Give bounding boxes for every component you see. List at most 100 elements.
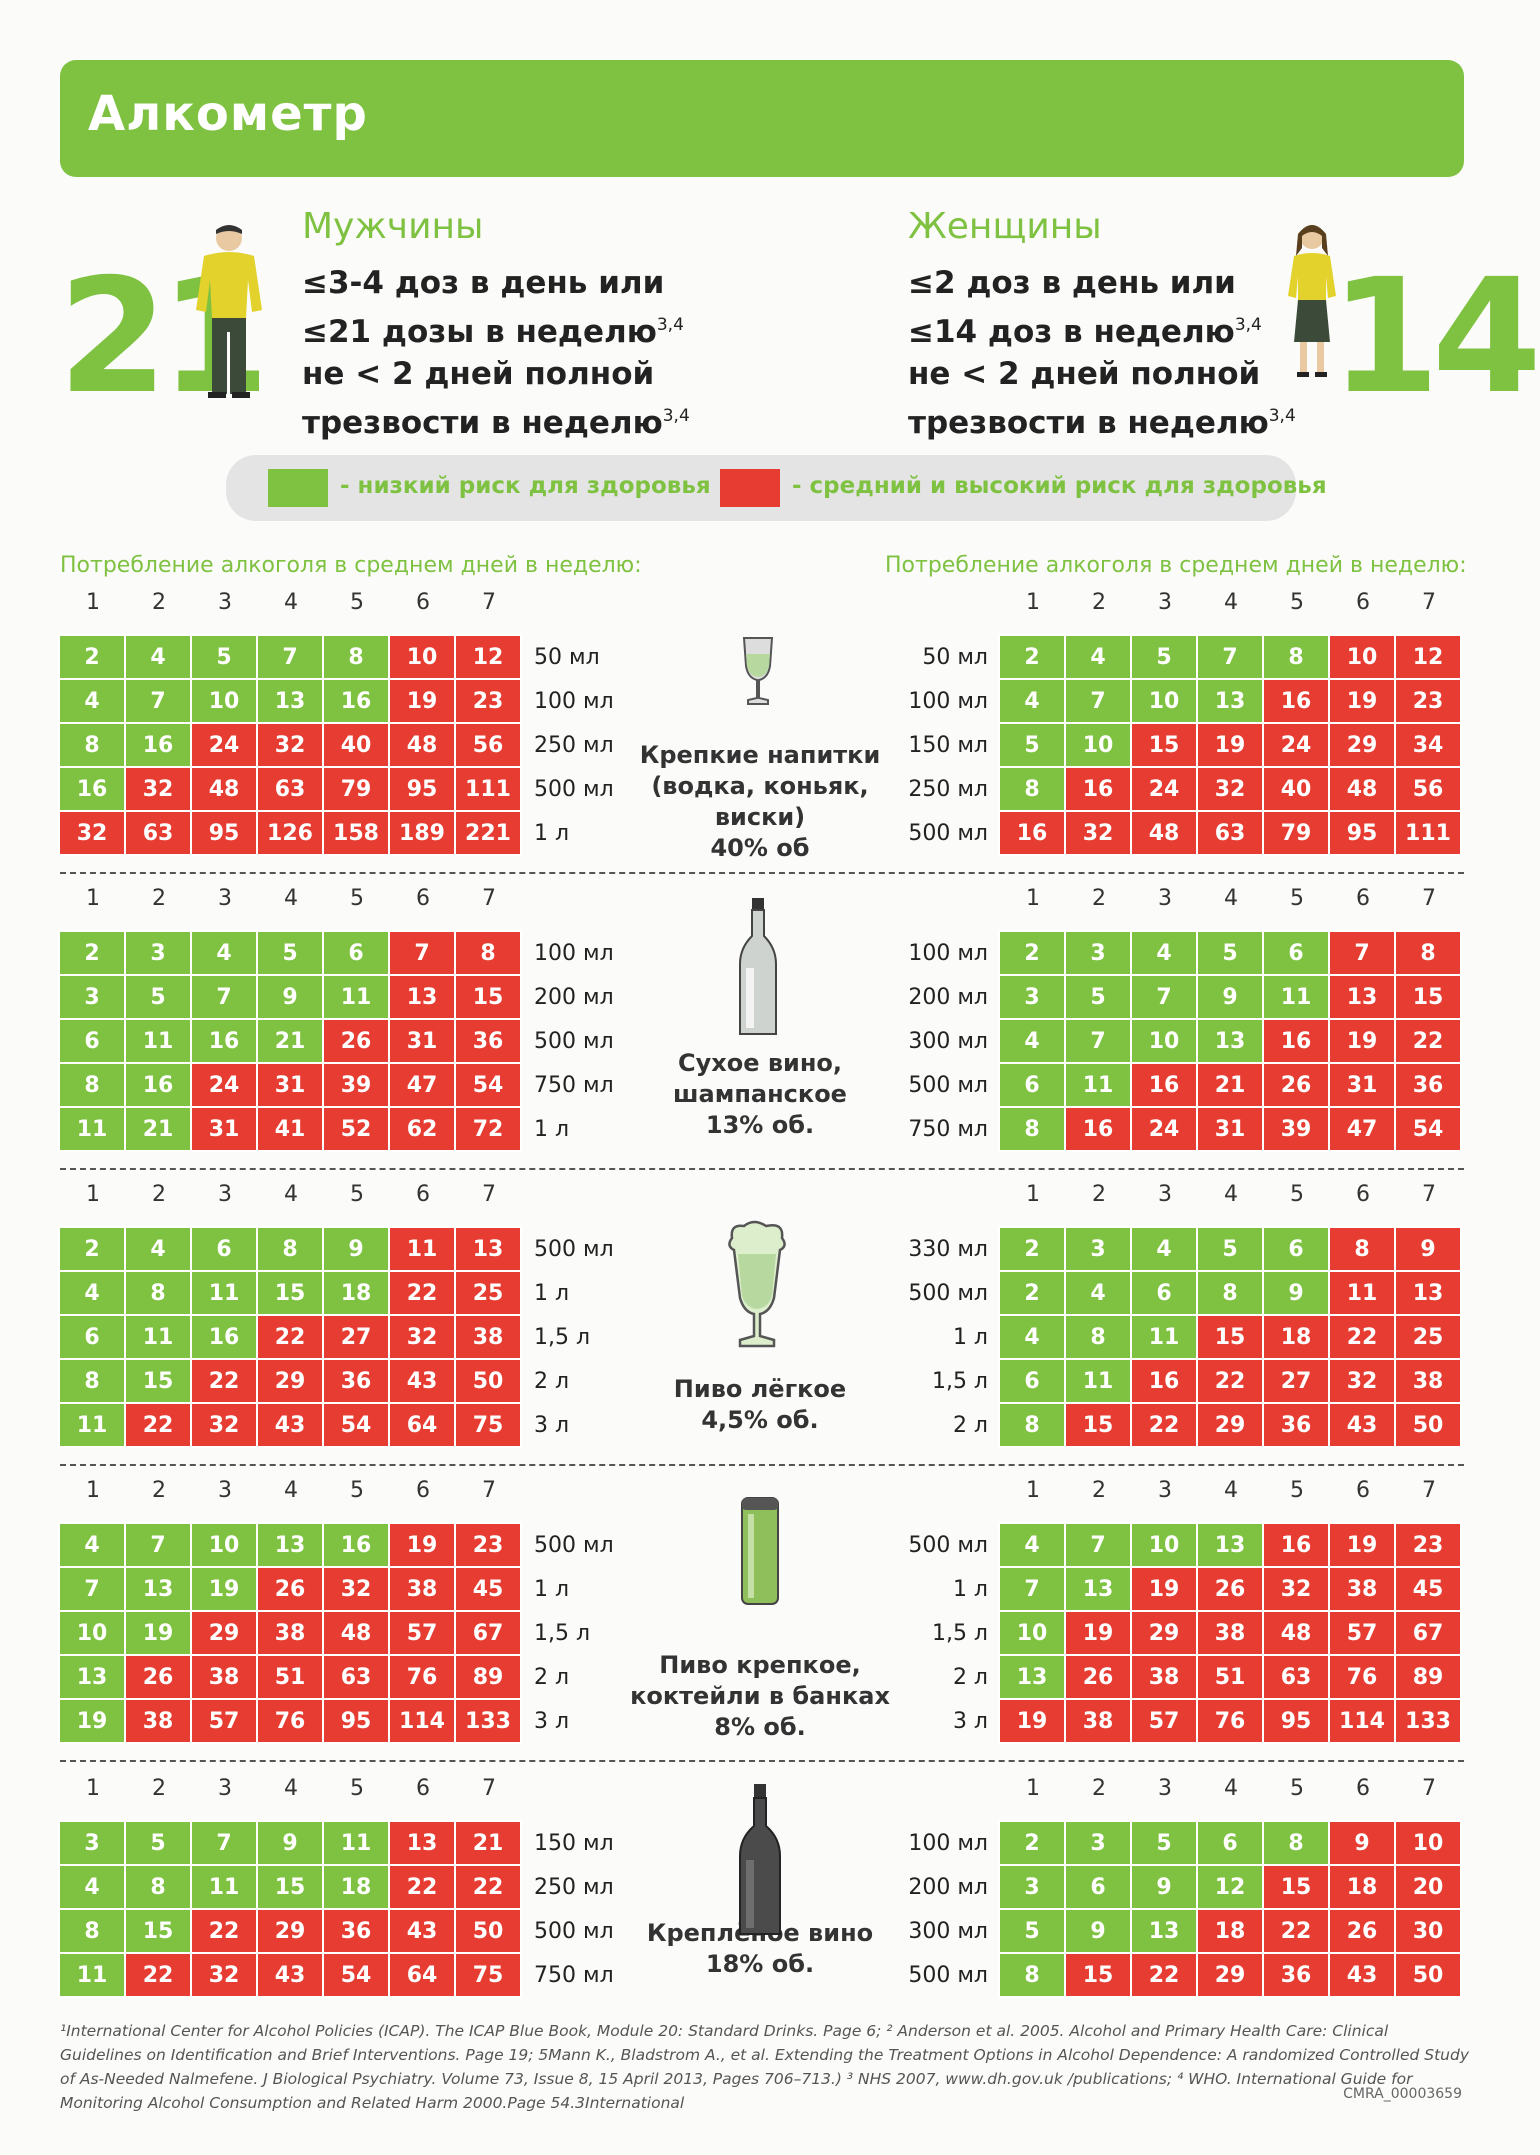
dose-cell: 4	[126, 1228, 190, 1270]
dose-cell: 10	[192, 680, 256, 722]
dose-cell: 22	[1198, 1360, 1262, 1402]
dose-cell: 4	[1000, 1316, 1064, 1358]
dose-cell: 64	[390, 1954, 454, 1996]
dose-cell: 6	[1000, 1064, 1064, 1106]
dose-cell: 18	[324, 1866, 388, 1908]
dose-cell: 29	[1132, 1612, 1196, 1654]
dose-cell: 6	[1066, 1866, 1130, 1908]
women-day-header: 4	[1224, 1776, 1238, 1801]
dose-cell: 6	[60, 1020, 124, 1062]
dose-cell: 15	[1132, 724, 1196, 766]
dose-cell: 51	[258, 1656, 322, 1698]
dose-cell: 22	[1330, 1316, 1394, 1358]
dose-cell: 4	[60, 1524, 124, 1566]
dose-cell: 16	[192, 1020, 256, 1062]
women-day-header: 1	[1026, 590, 1040, 615]
dose-cell: 2	[1000, 932, 1064, 974]
women-volume-label: 2 л	[952, 1665, 988, 1690]
dose-cell: 38	[258, 1612, 322, 1654]
dose-cell: 75	[456, 1404, 520, 1446]
dose-cell: 12	[1396, 636, 1460, 678]
dose-cell: 38	[1198, 1612, 1262, 1654]
dose-cell: 13	[456, 1228, 520, 1270]
dose-cell: 38	[1132, 1656, 1196, 1698]
dose-cell: 8	[1000, 1108, 1064, 1150]
women-grid-beer-can: 4 7 10 13 16 19 23 7 13 19 26 32 38 45 10 19 29 38 48 57 67 1…	[998, 1522, 1462, 1744]
women-volume-label: 750 мл	[908, 1117, 988, 1142]
men-line-1: ≤3-4 доз в день или	[302, 265, 665, 301]
dose-cell: 16	[126, 724, 190, 766]
women-volume-label: 1 л	[952, 1577, 988, 1602]
dose-cell: 8	[456, 932, 520, 974]
dose-cell: 3	[126, 932, 190, 974]
women-line-4: трезвости в неделю3,4	[908, 405, 1296, 441]
dose-cell: 95	[192, 812, 256, 854]
dose-cell: 57	[192, 1700, 256, 1742]
dose-cell: 10	[390, 636, 454, 678]
man-icon	[196, 225, 262, 398]
dose-cell: 11	[324, 1822, 388, 1864]
women-title: Женщины	[908, 206, 1102, 247]
men-grid-wine-bottle: 2 3 4 5 6 7 8 3 5 7 9 11 13 15 6 11 16 21 26 31 36 8 16 24 31 39 4…	[58, 930, 522, 1152]
men-day-header: 3	[218, 590, 232, 615]
men-recommendations: ≤3-4 доз в день или ≤21 дозы в неделю3,4…	[302, 262, 690, 444]
dose-cell: 57	[1330, 1612, 1394, 1654]
dose-cell: 5	[1132, 1822, 1196, 1864]
dose-cell: 39	[324, 1064, 388, 1106]
dose-cell: 8	[60, 724, 124, 766]
dose-cell: 56	[456, 724, 520, 766]
men-day-header: 7	[482, 1478, 496, 1503]
dose-cell: 31	[1330, 1064, 1394, 1106]
men-day-header: 4	[284, 1478, 298, 1503]
dose-cell: 4	[1132, 1228, 1196, 1270]
men-day-header: 7	[482, 1776, 496, 1801]
dose-cell: 2	[1000, 1228, 1064, 1270]
dose-cell: 9	[324, 1228, 388, 1270]
dose-cell: 6	[192, 1228, 256, 1270]
women-volume-label: 1 л	[952, 1325, 988, 1350]
dose-cell: 111	[456, 768, 520, 810]
women-recommendations: ≤2 доз в день или ≤14 доз в неделю3,4 не…	[908, 262, 1296, 444]
dose-cell: 6	[1264, 1228, 1328, 1270]
dose-cell: 9	[258, 976, 322, 1018]
dose-cell: 6	[1132, 1272, 1196, 1314]
dose-cell: 15	[258, 1272, 322, 1314]
men-day-header: 5	[350, 1478, 364, 1503]
women-day-header: 5	[1290, 1478, 1304, 1503]
men-grid-beer-can: 4 7 10 13 16 19 23 7 13 19 26 32 38 45 10 19 29 38 48 57 67 1…	[58, 1522, 522, 1744]
dose-cell: 3	[60, 1822, 124, 1864]
dose-cell: 8	[60, 1360, 124, 1402]
dose-cell: 11	[126, 1020, 190, 1062]
dose-cell: 38	[1330, 1568, 1394, 1610]
dose-cell: 8	[1264, 636, 1328, 678]
men-day-header: 1	[86, 1776, 100, 1801]
women-day-header: 1	[1026, 886, 1040, 911]
dose-cell: 19	[390, 1524, 454, 1566]
men-caption: Потребление алкоголя в среднем дней в не…	[60, 553, 642, 578]
dose-cell: 11	[324, 976, 388, 1018]
legend-low-risk-swatch	[268, 469, 328, 507]
legend: - низкий риск для здоровья - средний и в…	[226, 455, 1327, 521]
section-separator	[60, 1168, 1464, 1170]
dose-cell: 45	[1396, 1568, 1460, 1610]
women-volume-label: 3 л	[952, 1709, 988, 1734]
dose-cell: 22	[390, 1866, 454, 1908]
dose-cell: 13	[258, 680, 322, 722]
dose-cell: 5	[192, 636, 256, 678]
men-day-header: 7	[482, 590, 496, 615]
dose-cell: 48	[1330, 768, 1394, 810]
dose-cell: 64	[390, 1404, 454, 1446]
women-line-2: ≤14 доз в неделю3,4	[908, 314, 1262, 350]
dose-cell: 16	[1264, 1524, 1328, 1566]
dose-cell: 16	[126, 1064, 190, 1106]
men-day-header: 3	[218, 1776, 232, 1801]
dose-cell: 38	[456, 1316, 520, 1358]
dose-cell: 63	[324, 1656, 388, 1698]
dose-cell: 48	[324, 1612, 388, 1654]
dose-cell: 32	[1066, 812, 1130, 854]
dose-cell: 38	[1066, 1700, 1130, 1742]
dose-cell: 22	[126, 1404, 190, 1446]
dose-cell: 9	[1264, 1272, 1328, 1314]
men-volume-label: 1,5 л	[534, 1621, 591, 1646]
dose-cell: 13	[1000, 1656, 1064, 1698]
